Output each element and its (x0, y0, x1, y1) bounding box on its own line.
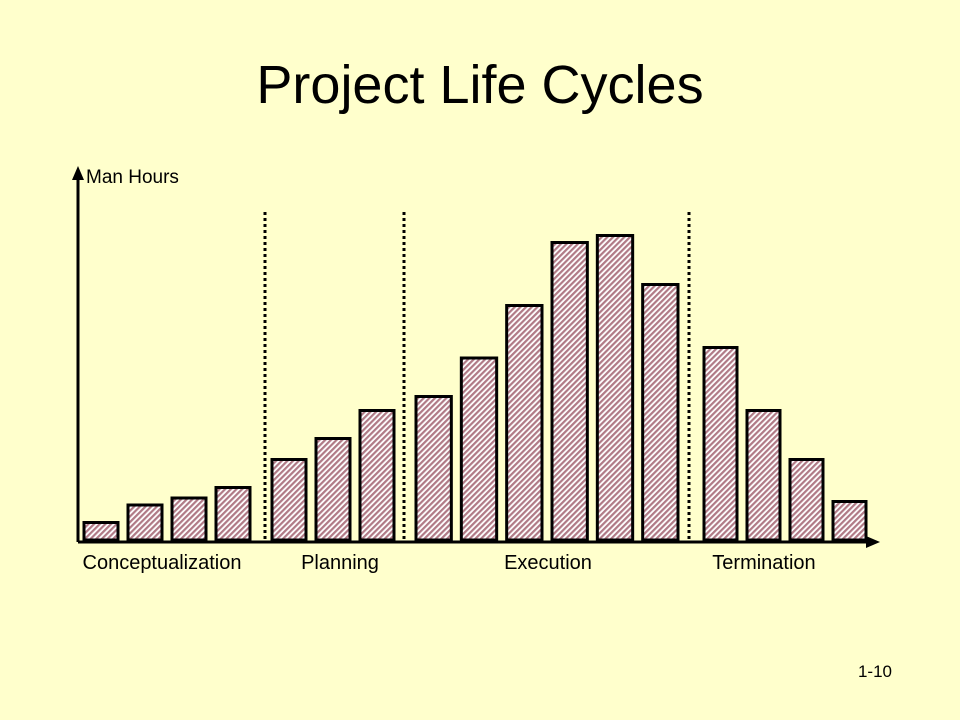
bar-planning-1 (270, 458, 308, 542)
phase-label-termination: Termination (712, 552, 815, 574)
phase-label-conceptualization: Conceptualization (83, 552, 242, 574)
bar-conceptualization-4 (214, 486, 252, 542)
bar-execution-6 (641, 283, 680, 542)
slide-title: Project Life Cycles (256, 55, 704, 115)
bar-planning-2 (314, 437, 352, 542)
bar-conceptualization-1 (82, 521, 120, 542)
bar-conceptualization-3 (170, 496, 208, 542)
bar-execution-1 (414, 395, 453, 542)
bar-termination-4 (831, 500, 868, 542)
bar-termination-3 (788, 458, 825, 542)
y-axis-arrow (72, 166, 84, 180)
bar-termination-2 (745, 409, 782, 542)
y-axis-label: Man Hours (86, 167, 179, 188)
bar-termination-1 (702, 346, 739, 542)
bar-execution-2 (459, 356, 499, 542)
x-axis-arrow (866, 536, 880, 548)
page-number: 1-10 (857, 662, 892, 681)
phase-label-execution: Execution (504, 552, 592, 574)
bar-execution-4 (550, 241, 589, 542)
bar-execution-5 (595, 234, 635, 542)
phase-label-planning: Planning (301, 552, 379, 574)
bar-planning-3 (358, 409, 396, 542)
bar-conceptualization-2 (126, 503, 164, 542)
bar-execution-3 (505, 304, 544, 542)
